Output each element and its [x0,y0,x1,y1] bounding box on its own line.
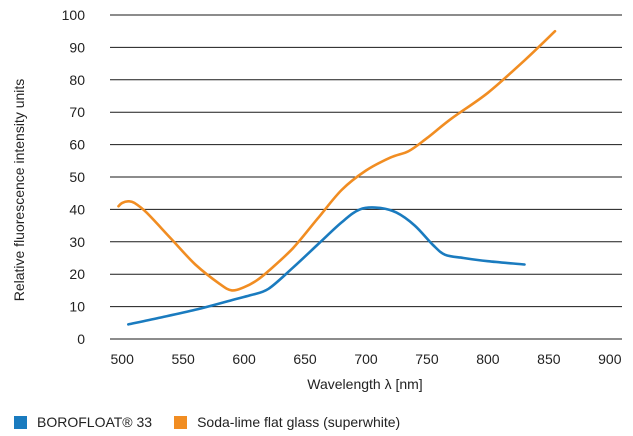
series-line-soda-lime [117,29,557,292]
y-axis-label: Relative fluorescence intensity units [11,79,27,302]
legend-label-soda-lime: Soda-lime flat glass (superwhite) [197,414,401,430]
y-tick-label: 60 [69,137,85,153]
x-tick-label: 900 [598,351,622,367]
line-chart: 0 10 20 30 40 50 60 70 80 90 100 500 550 600 650 700 75… [11,7,622,392]
x-tick-label: 750 [415,351,439,367]
series-lines [117,29,557,326]
x-tick-label: 600 [232,351,256,367]
legend-item-borofloat: BOROFLOAT® 33 [14,414,152,430]
x-tick-label: 800 [476,351,500,367]
y-tick-label: 80 [69,72,85,88]
y-tick-label: 20 [69,266,85,282]
x-tick-label: 700 [354,351,378,367]
legend-swatch-borofloat [14,415,27,429]
x-axis-label: Wavelength λ [nm] [307,376,422,392]
y-tick-label: 100 [62,7,86,23]
y-tick-label: 50 [69,169,85,185]
x-tick-label: 850 [537,351,561,367]
y-tick-label: 90 [69,39,85,55]
x-tick-label: 650 [293,351,317,367]
series-line-borofloat [127,206,526,326]
x-tick-label: 550 [171,351,195,367]
legend: BOROFLOAT® 33 Soda-lime flat glass (supe… [14,414,422,430]
y-tick-labels: 0 10 20 30 40 50 60 70 80 90 100 [62,7,86,347]
y-tick-label: 30 [69,234,85,250]
legend-item-soda-lime: Soda-lime flat glass (superwhite) [174,414,400,430]
legend-swatch-soda-lime [174,415,188,429]
y-tick-label: 70 [69,104,85,120]
x-tick-labels: 500 550 600 650 700 750 800 850 900 [111,351,622,367]
y-tick-label: 10 [69,299,85,315]
gridlines [110,14,622,340]
y-tick-label: 40 [69,201,85,217]
x-tick-label: 500 [111,351,135,367]
y-tick-label: 0 [77,331,85,347]
legend-label-borofloat: BOROFLOAT® 33 [37,414,153,430]
